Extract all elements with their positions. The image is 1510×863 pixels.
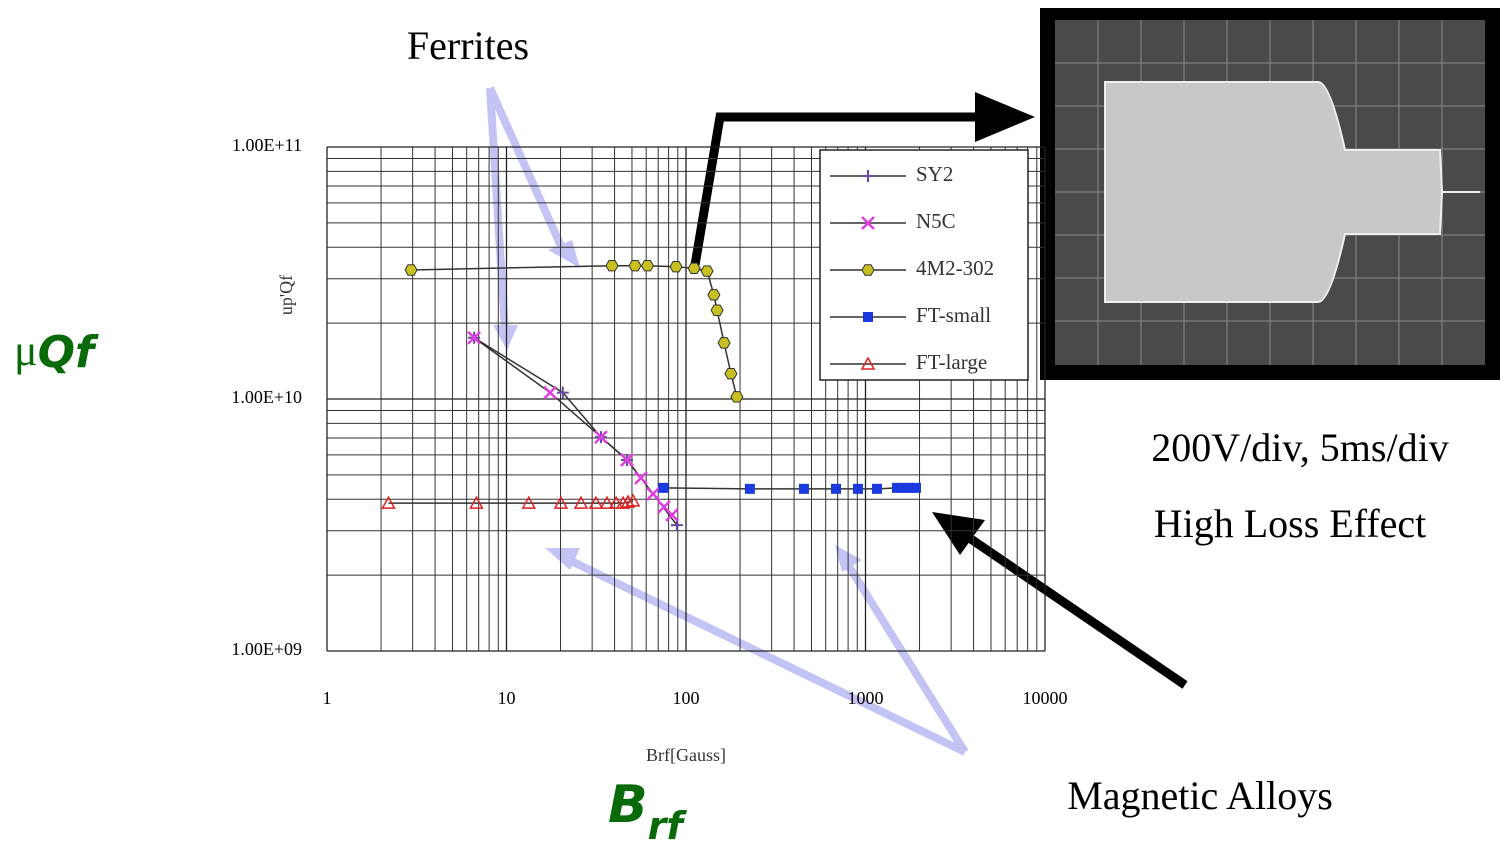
point — [872, 484, 882, 494]
point — [544, 387, 556, 399]
scope-settings: 200V/div, 5ms/div — [1151, 425, 1448, 470]
point — [670, 261, 682, 271]
legend-label: FT-small — [916, 303, 991, 327]
series-line — [411, 266, 737, 397]
point — [606, 261, 618, 271]
x-tick-label: 100 — [673, 688, 700, 708]
x-tick-label: 1 — [323, 688, 332, 708]
series-line — [388, 501, 633, 503]
b-sub: rf — [648, 804, 688, 848]
page: Ferrites 200V/div, 5ms/div High Loss Eff… — [0, 0, 1510, 858]
y-axis-label: up'Qf — [276, 275, 296, 315]
point — [629, 261, 641, 271]
point — [701, 266, 713, 276]
chart: Ferrites 200V/div, 5ms/div High Loss Eff… — [0, 0, 1510, 858]
alloys-label: Magnetic Alloys — [1067, 773, 1333, 818]
high-loss-label: High Loss Effect — [1154, 501, 1427, 546]
point — [659, 483, 669, 493]
x-tick-label: 1000 — [848, 688, 884, 708]
point — [831, 484, 841, 494]
legend-marker — [863, 312, 873, 322]
y-tick-label: 1.00E+09 — [231, 639, 302, 659]
y-tick-label: 1.00E+10 — [231, 387, 302, 407]
mu-symbol: μ — [14, 326, 38, 375]
legend-marker — [862, 265, 874, 275]
legend: SY2 N5C 4M2-302 FT-small FT-large — [820, 150, 1028, 380]
point — [635, 472, 647, 484]
point — [641, 261, 653, 271]
b-rf: Brf — [608, 775, 687, 848]
qf-text: Qf — [38, 327, 99, 378]
y-tick-label: 1.00E+11 — [232, 135, 302, 155]
legend-label: SY2 — [916, 162, 953, 186]
point — [745, 484, 755, 494]
series-line — [474, 338, 672, 515]
legend-label: FT-large — [916, 350, 987, 374]
point — [647, 488, 659, 500]
point — [405, 265, 417, 275]
legend-label: N5C — [916, 209, 956, 233]
x-tick-label: 10 — [498, 688, 516, 708]
point — [718, 338, 730, 348]
point — [853, 484, 863, 494]
point — [911, 483, 921, 493]
legend-label: 4M2-302 — [916, 256, 994, 280]
alloy-arrows — [545, 545, 965, 752]
point — [731, 392, 743, 402]
x-tick-label: 10000 — [1023, 688, 1068, 708]
x-axis-label: Brf[Gauss] — [646, 745, 726, 765]
oscilloscope-image — [1040, 8, 1500, 380]
mu-qf: μQf — [14, 326, 99, 378]
point — [688, 263, 700, 273]
point — [711, 305, 723, 315]
ferrite-arrows — [490, 88, 580, 350]
point — [725, 369, 737, 379]
point — [708, 290, 720, 300]
b-base: B — [608, 775, 648, 835]
ferrites-label: Ferrites — [407, 23, 529, 68]
point — [799, 484, 809, 494]
